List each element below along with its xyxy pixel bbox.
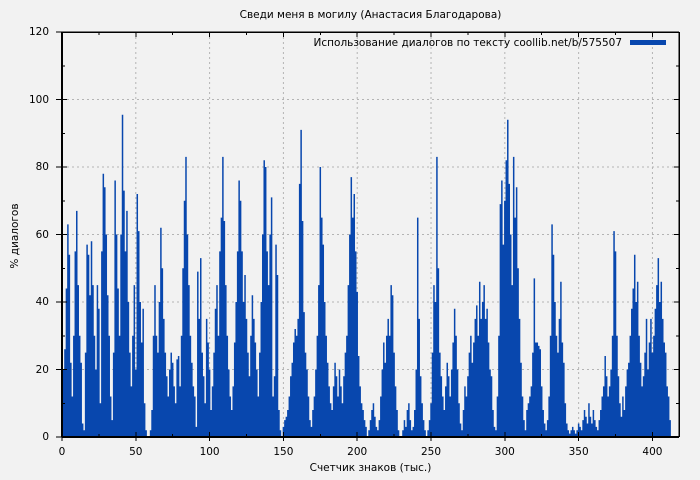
y-tick-label: 120 <box>28 26 49 38</box>
x-tick-label: 350 <box>568 446 589 458</box>
x-tick-label: 150 <box>273 446 294 458</box>
x-tick-label: 250 <box>420 446 442 458</box>
x-tick-label: 0 <box>58 446 66 458</box>
y-tick-label: 60 <box>35 228 49 241</box>
legend-label: Использование диалогов по тексту coollib… <box>313 37 622 49</box>
x-tick-label: 100 <box>199 446 220 458</box>
y-tick-label: 0 <box>42 431 49 443</box>
x-tick-label: 50 <box>129 446 143 458</box>
x-tick-label: 200 <box>347 446 368 458</box>
legend-swatch <box>630 40 666 45</box>
x-tick-label: 300 <box>494 446 515 458</box>
y-tick-label: 40 <box>35 296 49 308</box>
y-tick-label: 80 <box>35 161 49 173</box>
x-axis-title: Счетчик знаков (тыс.) <box>309 462 432 474</box>
plot-frame <box>61 31 680 438</box>
y-tick-label: 100 <box>28 93 49 106</box>
tick-marks <box>56 31 679 441</box>
y-tick-label: 20 <box>35 363 49 376</box>
chart-title: Сведи меня в могилу (Анастасия Благодаро… <box>239 9 502 21</box>
x-tick-label: 400 <box>642 446 663 458</box>
